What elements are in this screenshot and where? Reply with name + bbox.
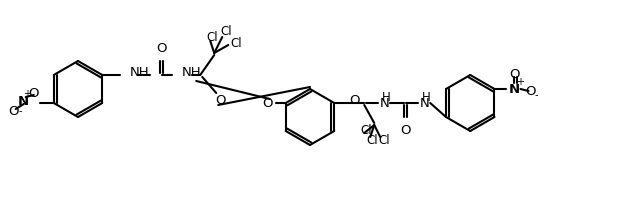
Text: Cl: Cl xyxy=(220,24,232,37)
Text: O: O xyxy=(400,124,410,137)
Text: N: N xyxy=(18,95,29,108)
Text: O: O xyxy=(262,97,273,110)
Text: N: N xyxy=(380,97,389,110)
Text: Cl: Cl xyxy=(366,135,378,148)
Text: O: O xyxy=(156,42,166,55)
Text: O: O xyxy=(349,94,360,107)
Text: N: N xyxy=(419,97,429,110)
Text: Cl: Cl xyxy=(206,31,218,44)
Text: O: O xyxy=(29,86,39,99)
Text: +: + xyxy=(23,89,31,99)
Text: -: - xyxy=(535,90,538,100)
Text: H: H xyxy=(422,90,431,103)
Text: -: - xyxy=(19,106,22,116)
Text: H: H xyxy=(382,90,390,103)
Text: O: O xyxy=(509,68,520,81)
Text: Cl: Cl xyxy=(230,36,242,49)
Text: O: O xyxy=(8,104,19,117)
Text: +: + xyxy=(516,77,525,87)
Text: NH: NH xyxy=(182,65,202,78)
Text: NH: NH xyxy=(131,65,150,78)
Text: N: N xyxy=(509,83,520,96)
Text: Cl: Cl xyxy=(378,135,390,148)
Text: O: O xyxy=(525,85,536,98)
Text: Cl: Cl xyxy=(360,125,372,138)
Text: O: O xyxy=(215,94,225,107)
